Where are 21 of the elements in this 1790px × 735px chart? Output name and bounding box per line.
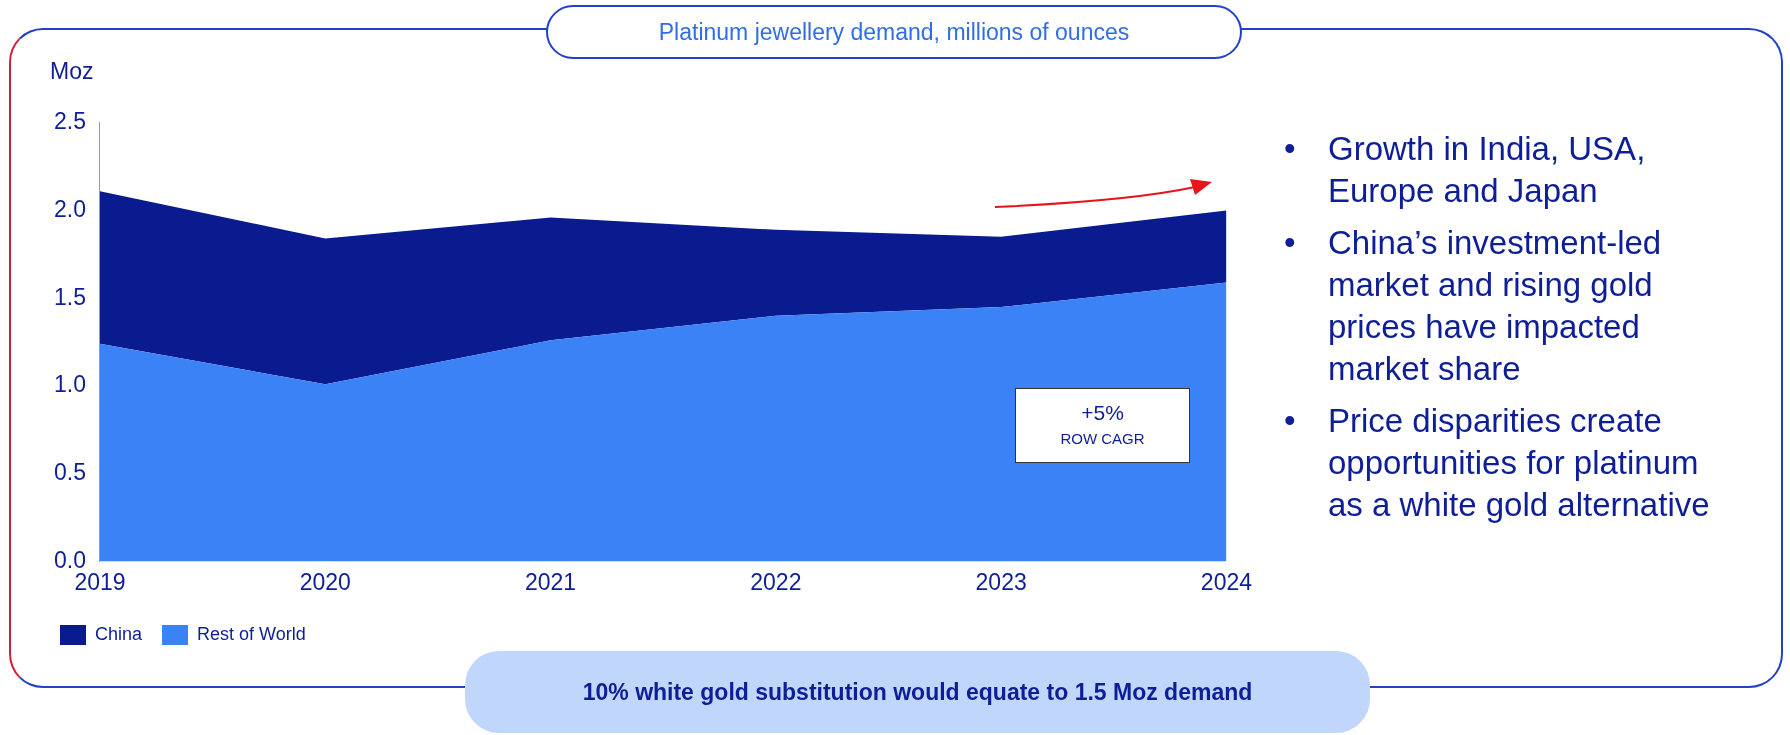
x-tick-label: 2021 (524, 568, 577, 595)
legend-label: China (95, 623, 144, 644)
chart-title: Platinum jewellery demand, millions of ounces (546, 5, 1242, 59)
annotation: • Price disparities create opportunities for platinum as a white gold alternative (1283, 401, 1711, 525)
y-axis-title: Moz (50, 58, 94, 85)
annotation: ROW CAGR (1059, 430, 1146, 447)
annotation: • China’s investment-led market and rising gold prices have impacted market share (1283, 223, 1663, 389)
y-tick-label: 1.5 (53, 283, 86, 310)
y-tick-label: 2.5 (53, 108, 86, 135)
x-tick-label: 2024 (1200, 568, 1253, 595)
text: 10% white gold substitution would equate to 1.5 Moz demand (465, 651, 1370, 733)
y-tick-label: 0.5 (53, 459, 86, 486)
x-tick-label: 2022 (750, 568, 802, 595)
annotation: • Growth in India, USA, Europe and Japan (1283, 129, 1647, 211)
label-box: +5% ROW CAGR (1015, 388, 1190, 463)
x-tick-label: 2023 (975, 568, 1027, 595)
y-tick-label: 1.0 (53, 371, 86, 398)
x-tick-label: 2020 (299, 568, 351, 595)
legend-label: Rest of World (197, 623, 306, 644)
annotation: +5% (1080, 401, 1125, 425)
y-tick-label: 2.0 (53, 195, 86, 222)
